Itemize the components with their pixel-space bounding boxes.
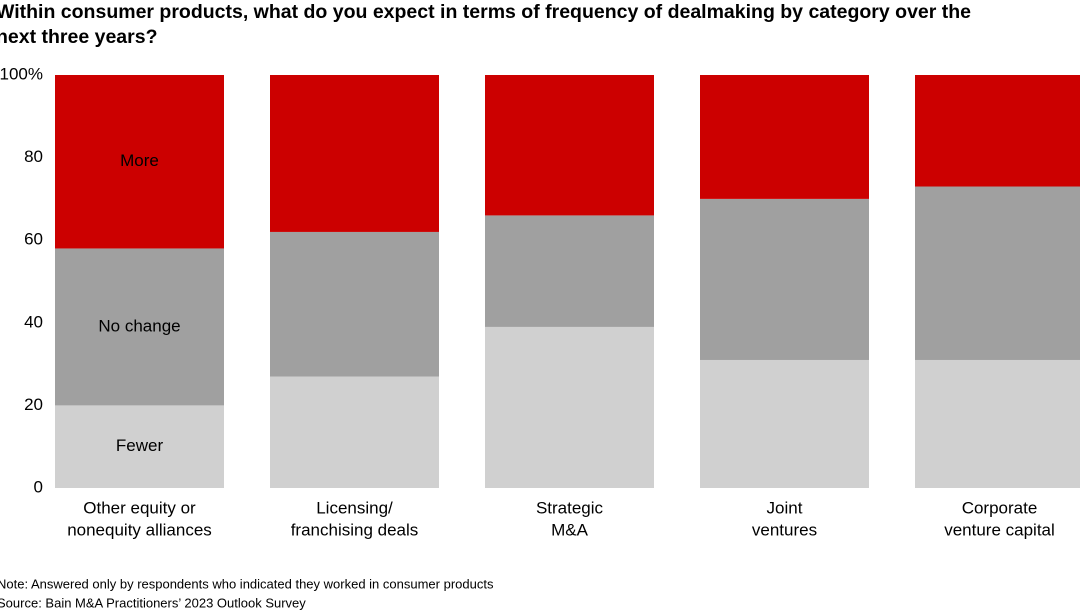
- x-tick-label: franchising deals: [291, 520, 419, 539]
- source: Source: Bain M&A Practitioners’ 2023 Out…: [0, 595, 306, 610]
- x-tick-label: ventures: [752, 520, 817, 539]
- bar-segment: [915, 75, 1080, 187]
- segment-label: More: [120, 151, 159, 170]
- x-tick-label: Joint: [767, 498, 803, 517]
- segment-label: Fewer: [116, 436, 164, 455]
- note: Note: Answered only by respondents who i…: [0, 576, 494, 591]
- y-tick-label: 20: [24, 395, 43, 414]
- bar-segment: [485, 326, 654, 488]
- bar-segment: [55, 248, 224, 406]
- chart-title: Within consumer products, what do you ex…: [0, 1, 972, 48]
- x-tick-label: Strategic: [536, 498, 604, 517]
- bar-segment: [55, 405, 224, 488]
- bar-segment: [270, 75, 439, 232]
- y-tick-label: 80: [24, 147, 43, 166]
- x-tick-label: Licensing/: [316, 498, 393, 517]
- y-tick-label: 60: [24, 230, 43, 249]
- bar-segment: [485, 215, 654, 327]
- bar-segment: [700, 75, 869, 199]
- bar-segment: [55, 75, 224, 249]
- bar-segment: [915, 186, 1080, 360]
- bar-segment: [915, 359, 1080, 488]
- bar-segment: [700, 198, 869, 360]
- x-tick-label: venture capital: [944, 520, 1055, 539]
- bar-segment: [700, 359, 869, 488]
- bar-segment: [270, 231, 439, 377]
- x-tick-label: Corporate: [962, 498, 1038, 517]
- x-tick-label: nonequity alliances: [67, 520, 212, 539]
- x-tick-label: M&A: [551, 520, 589, 539]
- segment-label: No change: [98, 316, 180, 335]
- bar-segment: [485, 75, 654, 216]
- bar-segment: [270, 376, 439, 488]
- y-tick-label: 40: [24, 312, 43, 331]
- y-tick-label: 100%: [0, 64, 43, 83]
- x-tick-label: Other equity or: [83, 498, 196, 517]
- y-tick-label: 0: [34, 477, 43, 496]
